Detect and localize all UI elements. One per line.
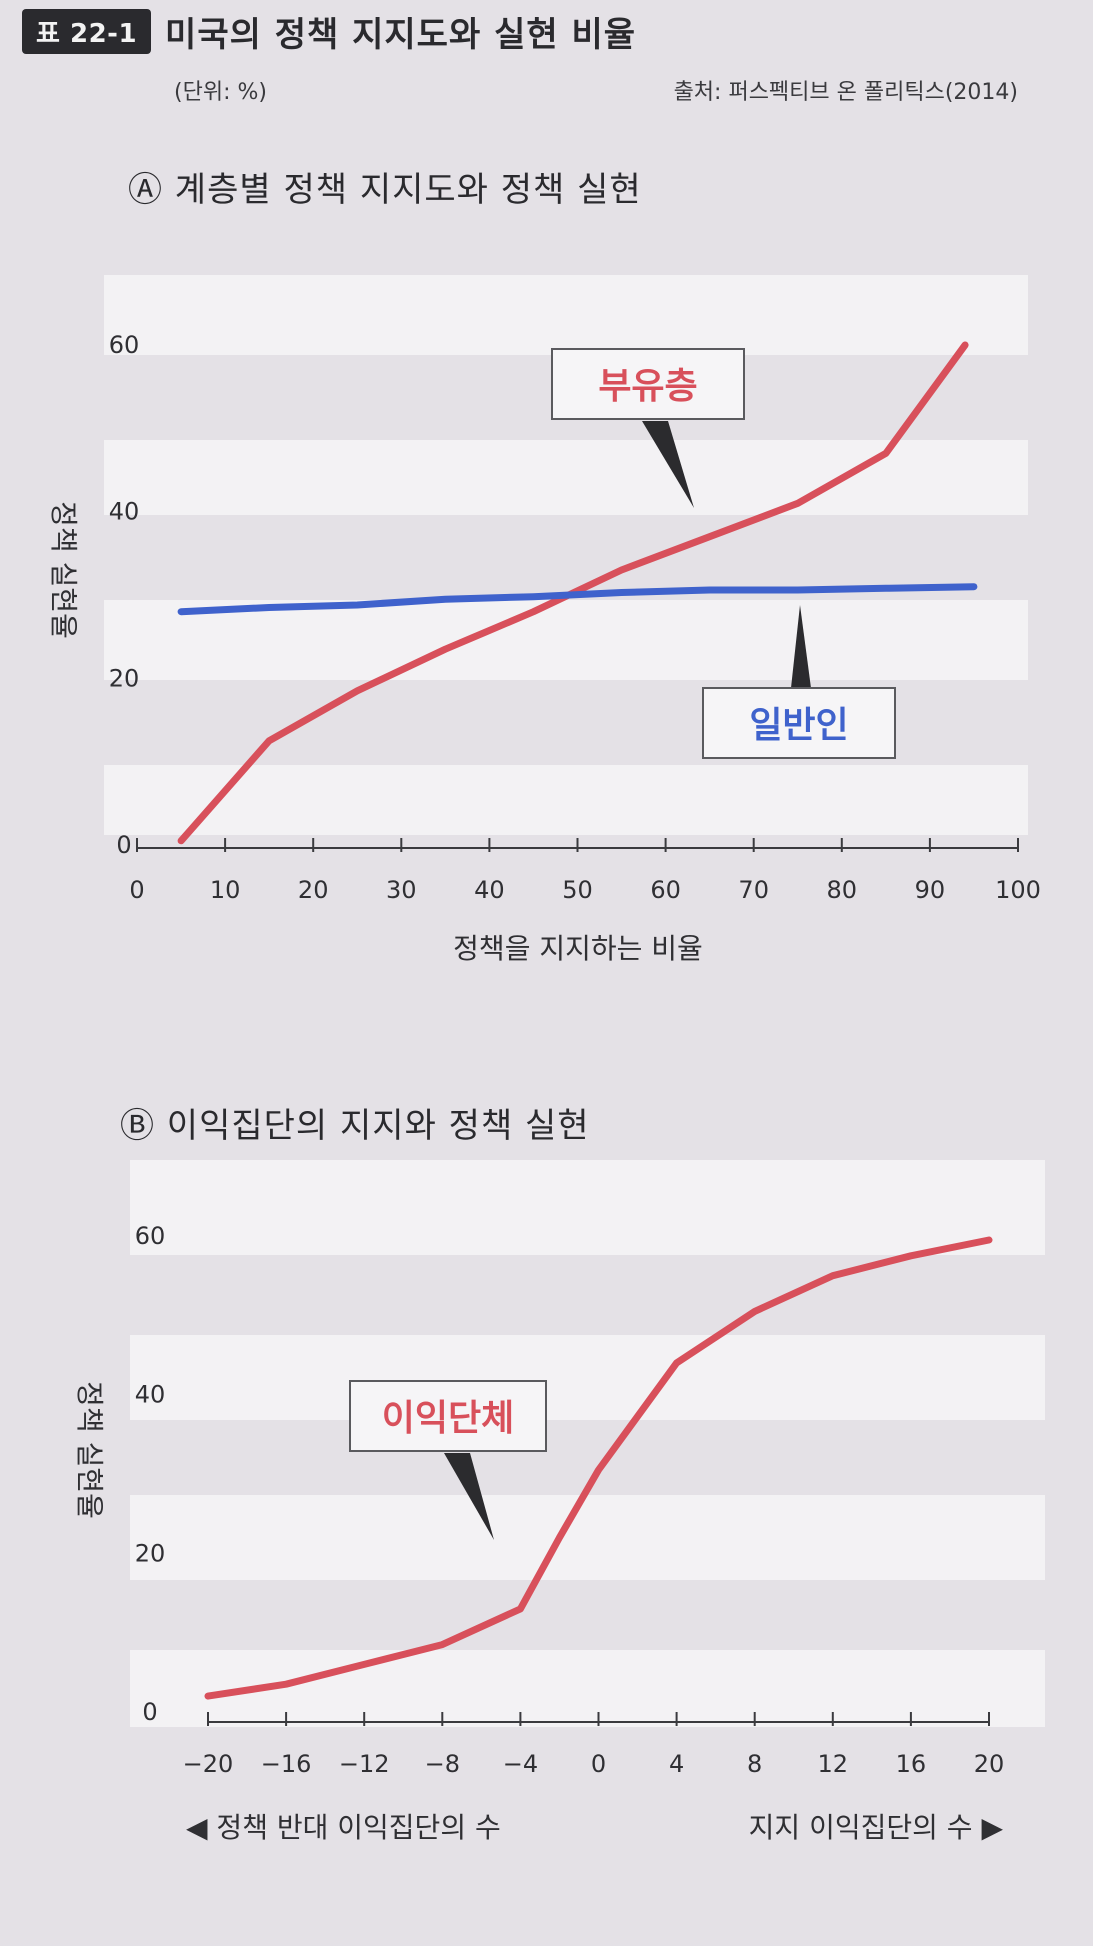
x-tick-label: 12 — [818, 1750, 849, 1778]
source-label: 출처: 퍼스펙티브 온 폴리틱스(2014) — [673, 80, 1018, 105]
x-tick-label: 60 — [650, 876, 681, 904]
x-tick-label: 8 — [747, 1750, 762, 1778]
y-axis-label: 정책 실현율 — [47, 501, 80, 639]
table-number-badge: 표 22-1 — [22, 8, 152, 54]
grid-band-2 — [104, 600, 1028, 680]
series-line-general — [177, 583, 978, 616]
x-tick-label: 4 — [669, 1750, 684, 1778]
series-line-interest-group — [204, 1236, 993, 1700]
x-tick-label: −16 — [261, 1750, 312, 1778]
x-tick-label: 50 — [562, 876, 593, 904]
x-axis-right-label: 지지 이익집단의 수 ▶ — [749, 1811, 1004, 1844]
callout-pointer — [791, 605, 811, 688]
y-tick-label: 0 — [116, 831, 131, 859]
x-tick-label: 20 — [298, 876, 329, 904]
grid-band-0 — [104, 275, 1028, 355]
callout-label-interest-group: 이익단체 — [382, 1398, 514, 1439]
x-tick-label: 100 — [995, 876, 1041, 904]
x-tick-label: −20 — [183, 1750, 234, 1778]
callout-box-general — [702, 687, 896, 759]
series-line-wealthy — [177, 341, 969, 845]
y-tick-label: 20 — [109, 664, 140, 692]
x-tick-label: 16 — [896, 1750, 927, 1778]
x-tick-label: 10 — [210, 876, 241, 904]
chart-a-title: Ⓐ 계층별 정책 지지도와 정책 실현 — [128, 170, 642, 210]
y-axis-label: 정책 실현율 — [73, 1381, 106, 1519]
x-tick-label: 90 — [915, 876, 946, 904]
callout-label-general: 일반인 — [749, 705, 848, 746]
y-tick-label: 60 — [135, 1222, 166, 1250]
y-tick-label: 60 — [109, 331, 140, 359]
table-header: 표 22-1 미국의 정책 지지도와 실현 비율 — [22, 6, 636, 56]
main-title: 미국의 정책 지지도와 실현 비율 — [165, 14, 637, 55]
grid-band-1 — [130, 1335, 1045, 1420]
y-tick-label: 0 — [142, 1698, 157, 1726]
x-tick-label: 20 — [974, 1750, 1005, 1778]
callout-pointer — [444, 1453, 494, 1540]
x-tick-label: 0 — [129, 876, 144, 904]
grid-band-3 — [130, 1650, 1045, 1727]
grid-band-3 — [104, 765, 1028, 835]
callout-label-wealthy: 부유층 — [598, 366, 697, 407]
x-tick-label: 70 — [738, 876, 769, 904]
x-tick-label: 0 — [591, 1750, 606, 1778]
x-tick-label: −8 — [425, 1750, 460, 1778]
callout-box-wealthy — [551, 348, 745, 420]
x-tick-label: −4 — [503, 1750, 538, 1778]
grid-band-1 — [104, 440, 1028, 515]
grid-band-0 — [130, 1160, 1045, 1255]
x-tick-label: 80 — [827, 876, 858, 904]
unit-label: (단위: %) — [174, 80, 267, 105]
x-axis-label: 정책을 지지하는 비율 — [453, 932, 703, 965]
x-tick-label: −12 — [339, 1750, 390, 1778]
x-axis-left-label: ◀ 정책 반대 이익집단의 수 — [186, 1811, 501, 1844]
y-tick-label: 40 — [135, 1381, 166, 1409]
x-tick-label: 30 — [386, 876, 417, 904]
y-tick-label: 40 — [109, 498, 140, 526]
callout-box-interest-group — [349, 1380, 547, 1452]
callout-pointer — [642, 421, 694, 508]
x-tick-label: 40 — [474, 876, 505, 904]
grid-band-2 — [130, 1495, 1045, 1580]
chart-b-title: Ⓑ 이익집단의 지지와 정책 실현 — [120, 1106, 590, 1146]
y-tick-label: 20 — [135, 1539, 166, 1567]
